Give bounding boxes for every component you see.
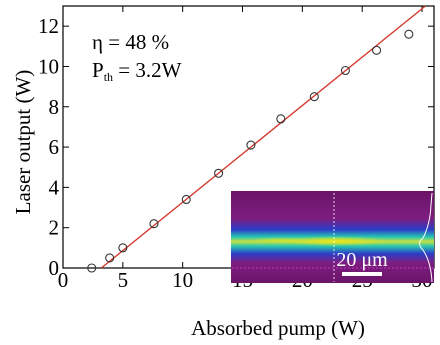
data-points bbox=[87, 29, 414, 273]
x-axis-label: Absorbed pump (W) bbox=[191, 316, 365, 340]
x-tick-label: 10 bbox=[172, 268, 193, 292]
inset-hotspot-2 bbox=[250, 237, 310, 243]
pth-sub: th bbox=[104, 70, 113, 84]
data-point bbox=[309, 92, 319, 102]
y-tick-label: 10 bbox=[38, 54, 59, 78]
y-tick-label: 4 bbox=[49, 175, 60, 199]
y-axis-ticks: 0 2 4 6 8 10 12 bbox=[38, 14, 434, 280]
data-point bbox=[372, 45, 382, 55]
eta-annotation: η = 48 % bbox=[92, 30, 169, 54]
inset-scale-label: 20 μm bbox=[336, 249, 388, 271]
data-point bbox=[118, 243, 128, 253]
data-point bbox=[149, 219, 159, 229]
y-axis-label: Laser output (W) bbox=[11, 70, 35, 215]
fit-line bbox=[100, 5, 426, 269]
y-tick-label: 12 bbox=[38, 14, 59, 38]
data-point bbox=[246, 140, 256, 150]
data-point bbox=[404, 29, 414, 39]
pth-main: P bbox=[92, 58, 104, 82]
inset-scale-bar bbox=[342, 272, 382, 276]
data-point bbox=[340, 65, 350, 76]
x-tick-label: 5 bbox=[118, 268, 129, 292]
data-point bbox=[87, 263, 97, 273]
x-tick-label: 0 bbox=[58, 268, 69, 292]
y-tick-label: 0 bbox=[49, 256, 60, 280]
pth-annotation: Pth = 3.2W bbox=[92, 58, 182, 84]
y-tick-label: 8 bbox=[49, 95, 60, 119]
inset-profile-curve bbox=[419, 192, 433, 283]
data-point bbox=[181, 194, 191, 205]
inset-hotspot bbox=[280, 236, 390, 246]
inset-beam-image: 20 μm bbox=[231, 191, 434, 283]
y-tick-label: 6 bbox=[49, 135, 60, 159]
y-tick-label: 2 bbox=[49, 216, 60, 240]
data-point bbox=[276, 114, 286, 124]
pth-value: = 3.2W bbox=[113, 58, 182, 82]
data-point bbox=[214, 168, 224, 178]
data-point bbox=[105, 253, 115, 263]
